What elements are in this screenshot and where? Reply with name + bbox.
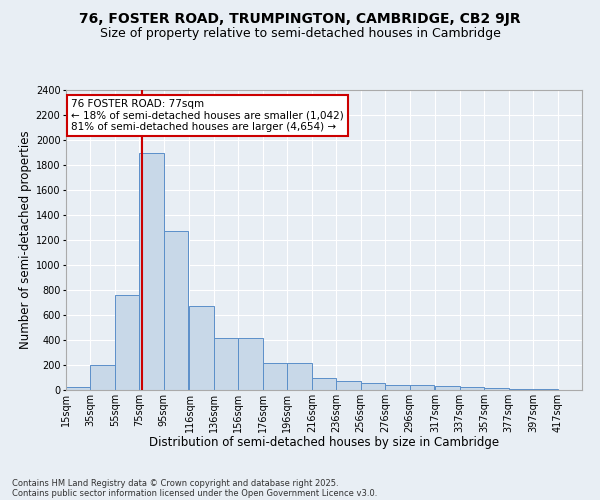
Bar [460,387,484,390]
Bar [336,380,361,390]
Bar [115,295,139,390]
Bar [312,378,336,390]
Text: Contains HM Land Registry data © Crown copyright and database right 2025.: Contains HM Land Registry data © Crown c… [12,478,338,488]
Text: Contains public sector information licensed under the Open Government Licence v3: Contains public sector information licen… [12,488,377,498]
Bar [91,365,115,390]
Bar [238,338,263,390]
Bar [263,363,287,390]
Bar [385,385,410,390]
Bar [509,389,533,390]
Bar [164,231,188,390]
Y-axis label: Number of semi-detached properties: Number of semi-detached properties [19,130,32,350]
Text: 76 FOSTER ROAD: 77sqm
← 18% of semi-detached houses are smaller (1,042)
81% of s: 76 FOSTER ROAD: 77sqm ← 18% of semi-deta… [71,99,344,132]
Bar [214,338,238,390]
Bar [484,388,509,390]
Bar [435,386,460,390]
Text: Size of property relative to semi-detached houses in Cambridge: Size of property relative to semi-detach… [100,28,500,40]
Bar [66,387,91,390]
X-axis label: Distribution of semi-detached houses by size in Cambridge: Distribution of semi-detached houses by … [149,436,499,450]
Bar [287,363,312,390]
Bar [190,306,214,390]
Bar [139,152,164,390]
Text: 76, FOSTER ROAD, TRUMPINGTON, CAMBRIDGE, CB2 9JR: 76, FOSTER ROAD, TRUMPINGTON, CAMBRIDGE,… [79,12,521,26]
Bar [410,385,434,390]
Bar [361,383,385,390]
